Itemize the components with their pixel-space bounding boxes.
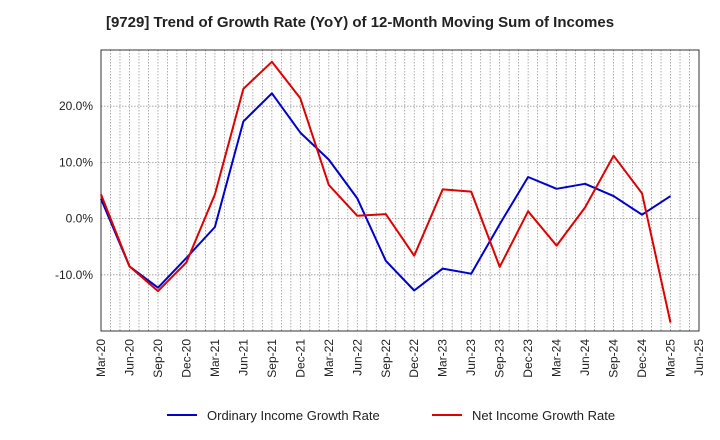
x-tick-label: Jun-25 — [692, 339, 706, 376]
x-tick-label: Jun-20 — [122, 339, 136, 376]
series-lines — [100, 60, 672, 323]
y-tick-label: 10.0% — [59, 155, 93, 169]
x-tick-label: Mar-25 — [664, 339, 678, 377]
x-tick-label: Dec-22 — [407, 339, 421, 378]
x-tick-label: Jun-22 — [350, 339, 364, 376]
y-tick-label: 20.0% — [59, 99, 93, 113]
y-tick-label: 0.0% — [66, 212, 94, 226]
series-line — [100, 92, 672, 292]
x-tick-label: Dec-20 — [179, 339, 193, 378]
chart-title: [9729] Trend of Growth Rate (YoY) of 12-… — [105, 14, 615, 31]
x-tick-label: Mar-24 — [550, 339, 564, 377]
legend: Ordinary Income Growth Rate Net Income Gr… — [167, 408, 615, 423]
legend-label: Ordinary Income Growth Rate — [207, 408, 380, 423]
x-tick-label: Sep-21 — [265, 339, 279, 378]
x-tick-label: Jun-21 — [236, 339, 250, 376]
x-tick-label: Mar-23 — [436, 339, 450, 377]
x-tick-label: Dec-21 — [293, 339, 307, 378]
x-tick-label: Jun-23 — [464, 339, 478, 376]
legend-label: Net Income Growth Rate — [472, 408, 615, 423]
grid — [101, 50, 699, 331]
x-tick-label: Mar-20 — [94, 339, 108, 377]
x-axis: Mar-20 Jun-20 Sep-20 Dec-20 Mar-21 Jun-21 Sep-… — [94, 339, 706, 378]
x-tick-label: Sep-24 — [607, 339, 621, 378]
y-axis: -10.0% 0.0% 10.0% 20.0% — [55, 99, 93, 282]
series-line — [100, 60, 672, 323]
x-tick-label: Mar-22 — [322, 339, 336, 377]
x-tick-label: Jun-24 — [578, 339, 592, 376]
x-tick-label: Dec-23 — [521, 339, 535, 378]
plot-frame — [100, 49, 700, 332]
x-tick-label: Dec-24 — [635, 339, 649, 378]
x-tick-label: Sep-23 — [493, 339, 507, 378]
y-tick-label: -10.0% — [55, 268, 93, 282]
x-tick-label: Mar-21 — [208, 339, 222, 377]
x-tick-label: Sep-20 — [151, 339, 165, 378]
x-tick-label: Sep-22 — [379, 339, 393, 378]
